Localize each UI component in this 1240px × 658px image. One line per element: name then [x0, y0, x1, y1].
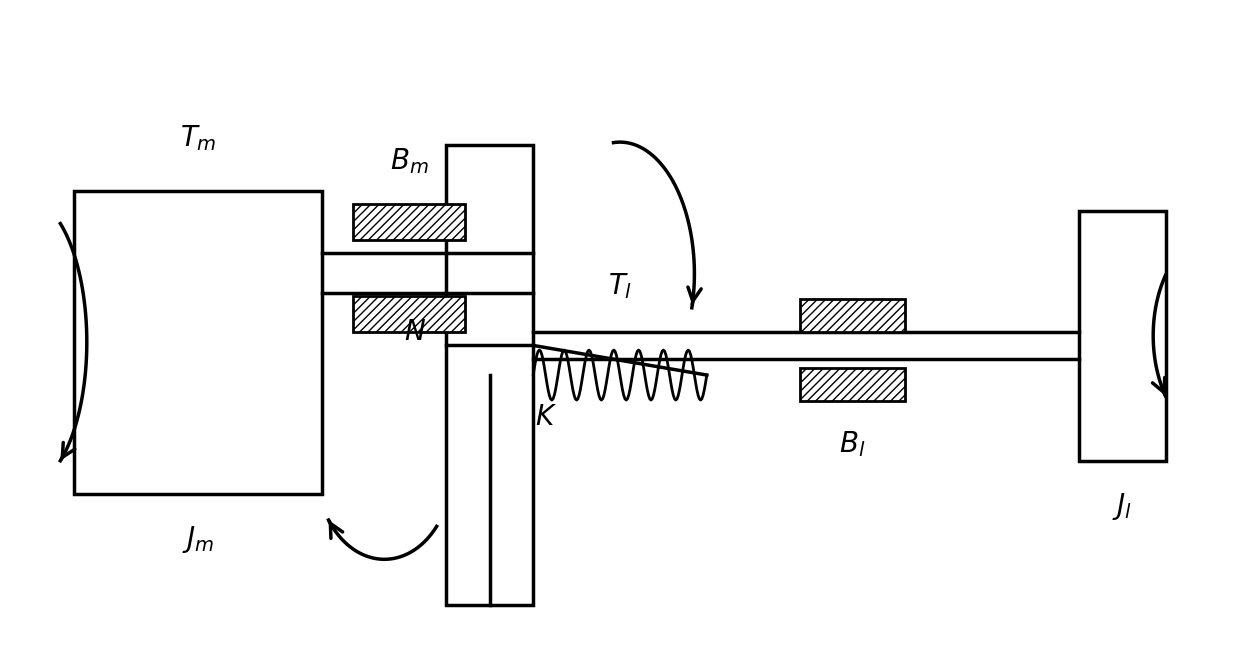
Text: $B_l$: $B_l$	[839, 429, 866, 459]
Bar	[800, 299, 905, 332]
Text: $J_l$: $J_l$	[1112, 491, 1132, 522]
Text: $T_l$: $T_l$	[608, 271, 632, 301]
Bar	[1079, 211, 1166, 461]
Text: $T_m$: $T_m$	[180, 123, 217, 153]
Text: $J_m$: $J_m$	[182, 524, 215, 555]
Bar	[446, 145, 533, 605]
Text: $B_m$: $B_m$	[389, 146, 429, 176]
Bar	[74, 191, 322, 494]
Bar	[353, 204, 465, 240]
Bar	[353, 296, 465, 332]
Bar	[800, 368, 905, 401]
Text: $N$: $N$	[404, 318, 427, 346]
Text: $K$: $K$	[534, 404, 557, 432]
